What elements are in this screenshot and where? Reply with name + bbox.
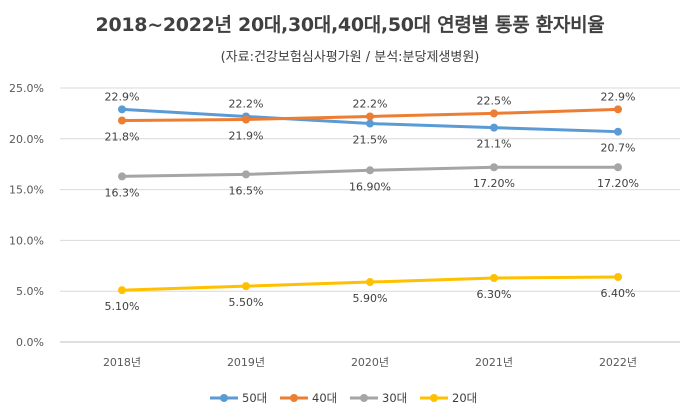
data-label: 6.40% [601, 287, 636, 300]
data-label: 22.2% [229, 97, 264, 110]
data-label: 21.5% [353, 134, 388, 147]
x-tick-label: 2020년 [351, 356, 389, 369]
data-point [490, 273, 498, 282]
data-label: 22.9% [105, 90, 140, 103]
data-point [490, 163, 498, 172]
data-point [118, 172, 126, 181]
data-label: 17.20% [473, 177, 515, 190]
data-label: 5.90% [353, 292, 388, 305]
data-point [490, 123, 498, 132]
data-label: 5.10% [105, 300, 140, 313]
chart-title: 2018~2022년 20대,30대,40대,50대 연령별 통풍 환자비율 [95, 14, 605, 36]
data-label: 16.3% [105, 186, 140, 199]
data-label: 17.20% [597, 177, 639, 190]
data-label: 16.90% [349, 180, 391, 193]
data-label: 21.9% [229, 129, 264, 142]
x-tick-label: 2021년 [475, 356, 513, 369]
x-tick-label: 2019년 [227, 356, 265, 369]
data-point [242, 115, 250, 124]
data-label: 20.7% [601, 142, 636, 155]
data-point [118, 286, 126, 295]
y-tick-label: 15.0% [9, 184, 44, 197]
legend-swatch-marker [430, 394, 438, 402]
data-point [614, 163, 622, 172]
x-tick-label: 2018년 [103, 356, 141, 369]
legend-label: 50대 [242, 391, 267, 405]
legend-swatch-marker [290, 394, 298, 402]
chart-subtitle: (자료:건강보험심사평가원 / 분석:분당제생병원) [220, 50, 480, 65]
data-point [614, 105, 622, 114]
data-point [366, 166, 374, 175]
data-point [118, 105, 126, 114]
legend-label: 20대 [452, 391, 477, 405]
data-label: 21.1% [477, 138, 512, 151]
data-label: 22.2% [353, 97, 388, 110]
y-tick-label: 0.0% [16, 336, 44, 349]
x-tick-label: 2022년 [599, 356, 637, 369]
data-point [242, 170, 250, 179]
legend-swatch-marker [360, 394, 368, 402]
data-point [366, 119, 374, 128]
data-label: 6.30% [477, 288, 512, 301]
y-tick-label: 20.0% [9, 133, 44, 146]
y-tick-label: 5.0% [16, 285, 44, 298]
data-point [490, 109, 498, 118]
data-point [614, 272, 622, 281]
data-point [366, 112, 374, 121]
data-label: 22.9% [601, 90, 636, 103]
y-tick-label: 25.0% [9, 82, 44, 95]
data-label: 22.5% [477, 94, 512, 107]
legend-swatch-marker [220, 394, 228, 402]
data-label: 21.8% [105, 131, 140, 144]
data-label: 16.5% [229, 184, 264, 197]
legend-label: 30대 [382, 391, 407, 405]
y-tick-label: 10.0% [9, 234, 44, 247]
data-label: 5.50% [229, 296, 264, 309]
data-point [242, 282, 250, 291]
data-point [614, 127, 622, 136]
data-point [118, 116, 126, 125]
data-point [366, 278, 374, 287]
legend-label: 40대 [312, 391, 337, 405]
